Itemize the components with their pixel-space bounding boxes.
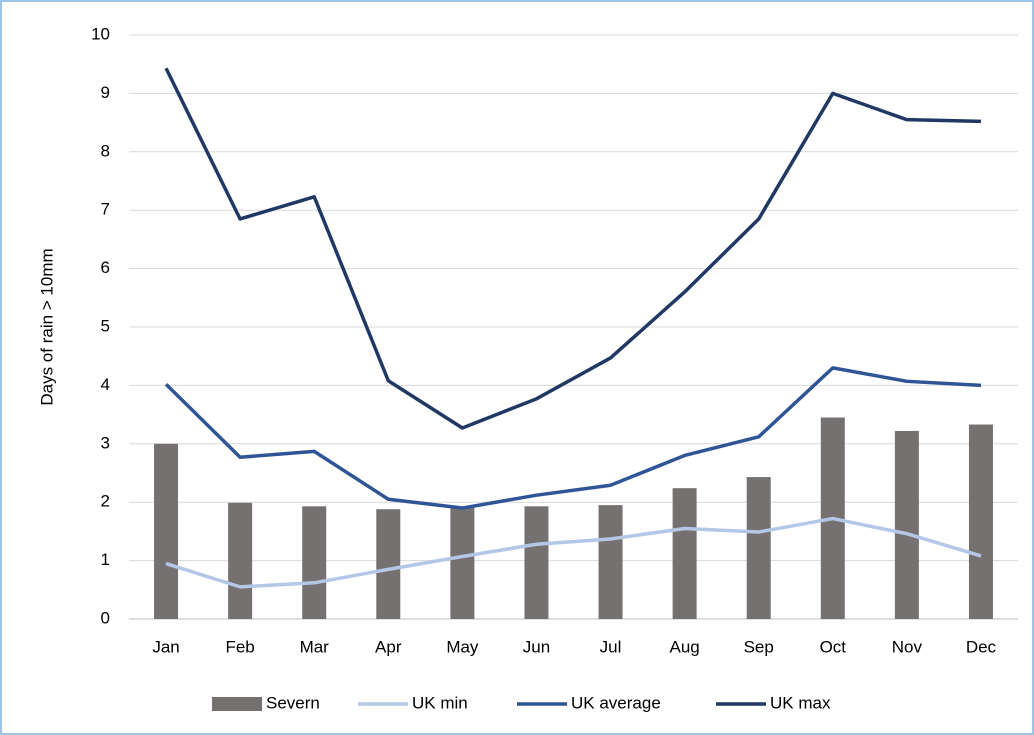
y-tick-label: 0 bbox=[101, 608, 110, 627]
x-tick-label: Oct bbox=[820, 637, 847, 656]
line bbox=[165, 516, 982, 589]
bar bbox=[894, 430, 919, 619]
bar bbox=[302, 506, 327, 619]
legend-label: UK min bbox=[412, 693, 468, 712]
x-tick-label: Nov bbox=[892, 637, 923, 656]
x-tick-label: Jun bbox=[523, 637, 550, 656]
x-tick-label: Dec bbox=[966, 637, 997, 656]
y-tick-label: 9 bbox=[101, 83, 110, 102]
y-tick-label: 4 bbox=[101, 375, 110, 394]
x-tick-label: Jan bbox=[152, 637, 179, 656]
bar bbox=[228, 502, 253, 619]
legend-label: UK max bbox=[770, 693, 831, 712]
y-tick-label: 8 bbox=[101, 141, 110, 160]
x-tick-label: Apr bbox=[375, 637, 402, 656]
y-tick-label: 6 bbox=[101, 258, 110, 277]
line bbox=[164, 366, 982, 510]
y-tick-label: 5 bbox=[101, 316, 110, 335]
x-tick-label: Feb bbox=[225, 637, 254, 656]
legend-label: Severn bbox=[266, 693, 320, 712]
x-tick-label: Mar bbox=[300, 637, 330, 656]
y-tick-label: 3 bbox=[101, 433, 110, 452]
line bbox=[164, 67, 981, 430]
x-tick-label: May bbox=[446, 637, 479, 656]
y-tick-label: 1 bbox=[101, 550, 110, 569]
y-tick-label: 2 bbox=[101, 492, 110, 511]
bar bbox=[746, 477, 771, 619]
legend-label: UK average bbox=[571, 693, 661, 712]
bar bbox=[968, 424, 993, 619]
y-tick-label: 10 bbox=[91, 24, 110, 43]
bar bbox=[598, 505, 623, 619]
x-tick-label: Jul bbox=[600, 637, 622, 656]
bar bbox=[154, 443, 179, 619]
bar bbox=[672, 488, 697, 619]
y-axis-label: Days of rain > 10mm bbox=[37, 248, 56, 405]
legend-swatch bbox=[212, 697, 262, 711]
bar bbox=[450, 506, 475, 619]
x-tick-label: Aug bbox=[670, 637, 700, 656]
bar bbox=[376, 509, 401, 619]
y-tick-label: 7 bbox=[101, 200, 110, 219]
bar bbox=[524, 506, 549, 619]
x-tick-label: Sep bbox=[744, 637, 774, 656]
